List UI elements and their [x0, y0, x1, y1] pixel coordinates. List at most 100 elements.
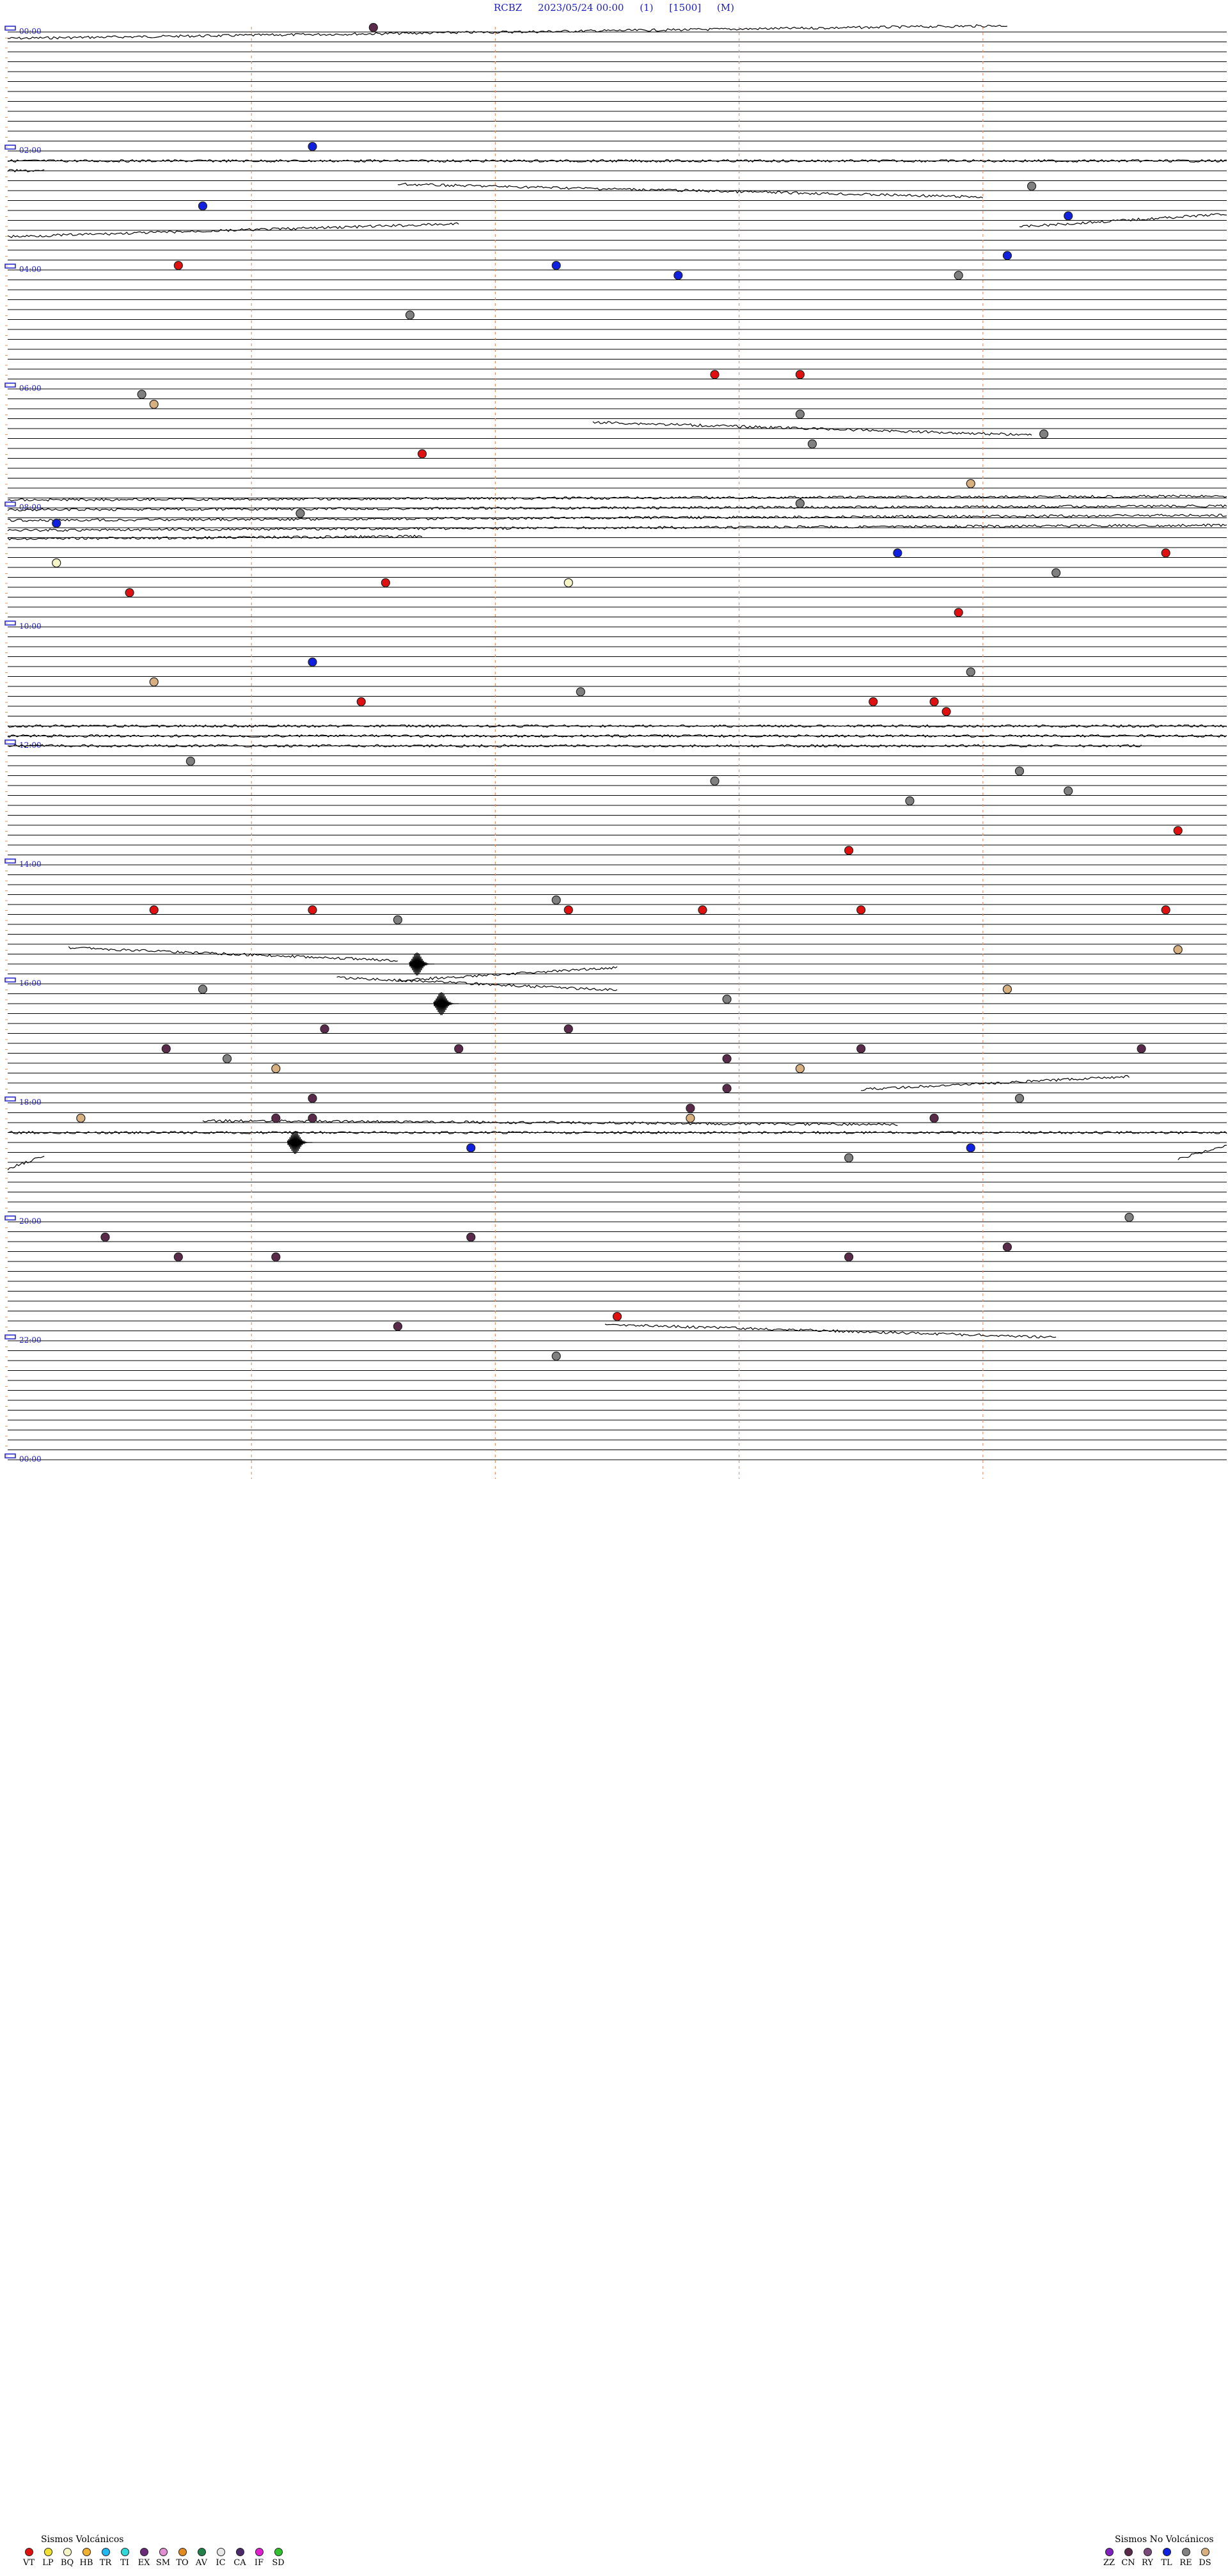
hour-label: 06:00: [19, 384, 42, 393]
event-marker-vt: [308, 905, 317, 915]
event-marker-tl: [966, 1143, 975, 1153]
event-marker-ds: [966, 478, 975, 489]
event-marker-ds: [76, 1113, 86, 1123]
event-marker-cn: [563, 1024, 573, 1034]
event-marker-tl: [198, 201, 208, 211]
legend-dot-icon: [63, 2548, 72, 2556]
legend-item-tr: TR: [96, 2548, 115, 2568]
legend-item-to: TO: [173, 2548, 192, 2568]
hour-label: 16:00: [19, 979, 42, 988]
event-marker-re: [966, 667, 975, 677]
event-marker-cn: [856, 1044, 866, 1054]
hour-marker: [4, 1096, 16, 1102]
waveform-trace: [8, 514, 1227, 522]
event-marker-tl: [893, 548, 902, 558]
event-marker-ds: [1173, 945, 1183, 954]
waveform-trace: [592, 421, 1032, 436]
event-marker-re: [1014, 766, 1025, 776]
event-marker-re: [1014, 1093, 1025, 1103]
event-marker-re: [1039, 429, 1049, 439]
event-marker-re: [198, 984, 208, 994]
waveform-trace: [397, 966, 618, 982]
event-marker-vt: [869, 697, 878, 707]
event-marker-ds: [1002, 984, 1012, 994]
waveform-trace: [7, 734, 1227, 738]
event-marker-vt: [612, 1311, 622, 1322]
legend-item-ti: TI: [115, 2548, 134, 2568]
hour-label: 08:00: [19, 503, 42, 512]
legend-label: TL: [1161, 2558, 1172, 2568]
hour-marker: [4, 502, 16, 507]
event-marker-cn: [320, 1024, 329, 1034]
event-marker-re: [1051, 568, 1061, 578]
legend-dot-icon: [120, 2548, 129, 2556]
legend-item-ex: EX: [134, 2548, 154, 2568]
scale-tag: [1500]: [669, 2, 702, 13]
waveform-trace: [336, 976, 618, 992]
legend-dot-icon: [1162, 2548, 1171, 2556]
waveform-trace: [397, 182, 984, 199]
legend-dot-icon: [43, 2548, 52, 2556]
event-marker-ds: [271, 1064, 281, 1073]
hour-marker: [4, 977, 16, 983]
legend-dot-icon: [178, 2548, 187, 2556]
legend-dot-icon: [101, 2548, 110, 2556]
legend-item-ic: IC: [211, 2548, 230, 2568]
waveform-trace: [7, 1130, 1227, 1135]
event-marker-tl: [308, 657, 317, 667]
legend-item-vt: VT: [19, 2548, 38, 2568]
event-marker-tl: [52, 518, 61, 528]
waveform-trace: [7, 1155, 45, 1171]
event-marker-vt: [856, 905, 866, 915]
legend-label: CA: [233, 2558, 246, 2568]
hour-marker: [4, 1334, 16, 1339]
hour-label: 18:00: [19, 1098, 42, 1107]
chart-header: RCBZ 2023/05/24 00:00 (1) [1500] (M): [0, 0, 1228, 19]
event-marker-re: [393, 915, 403, 925]
hour-marker: [4, 1453, 16, 1458]
legend-volcanic-title: Sismos Volcánicos: [41, 2534, 124, 2545]
event-marker-cn: [393, 1322, 403, 1331]
legend-label: CN: [1121, 2558, 1135, 2568]
legend-dot-icon: [197, 2548, 206, 2556]
waveform-trace: [7, 504, 1227, 512]
legend-label: VT: [22, 2558, 35, 2568]
legend-label: EX: [138, 2558, 150, 2568]
event-marker-re: [844, 1153, 854, 1163]
legend-label: IC: [216, 2558, 226, 2568]
event-marker-cn: [308, 1113, 317, 1123]
waveform-trace: [7, 494, 1227, 502]
legend-item-hb: HB: [77, 2548, 96, 2568]
event-marker-tl: [466, 1143, 476, 1153]
legend-non-volcanic-title: Sismos No Volcánicos: [1115, 2534, 1214, 2545]
waveform-trace: [7, 534, 423, 541]
event-marker-vt: [710, 370, 720, 379]
hour-label: 10:00: [19, 622, 42, 631]
legend-dot-icon: [159, 2548, 168, 2556]
legend-label: TR: [99, 2558, 112, 2568]
event-marker-tl: [551, 260, 561, 271]
event-marker-cn: [1002, 1242, 1012, 1252]
event-marker-cn: [454, 1044, 464, 1054]
hour-marker: [4, 858, 16, 864]
event-marker-vt: [417, 449, 427, 459]
hour-marker: [4, 1215, 16, 1221]
event-marker-re: [185, 756, 195, 766]
hour-marker: [4, 26, 16, 31]
legend-item-cn: CN: [1119, 2548, 1138, 2568]
legend-non-volcanic-row: ZZ CN RY TL RE DS: [1099, 2548, 1215, 2568]
event-marker-vt: [954, 608, 963, 617]
event-marker-vt: [563, 905, 573, 915]
event-marker-cn: [161, 1044, 171, 1054]
legend-item-ca: CA: [230, 2548, 249, 2568]
event-marker-tl: [308, 141, 317, 152]
legend-volcanic-row: VT LP BQ HB TR TI EX SM TO AV IC CA IF SD: [19, 2548, 288, 2568]
event-marker-re: [710, 776, 720, 786]
event-marker-ds: [795, 1064, 805, 1073]
hour-marker: [4, 383, 16, 388]
hour-label: 00:00: [19, 27, 42, 36]
hour-label: 04:00: [19, 265, 42, 274]
station-label: RCBZ: [493, 2, 523, 13]
legend-dot-icon: [216, 2548, 225, 2556]
event-marker-vt: [125, 588, 134, 597]
